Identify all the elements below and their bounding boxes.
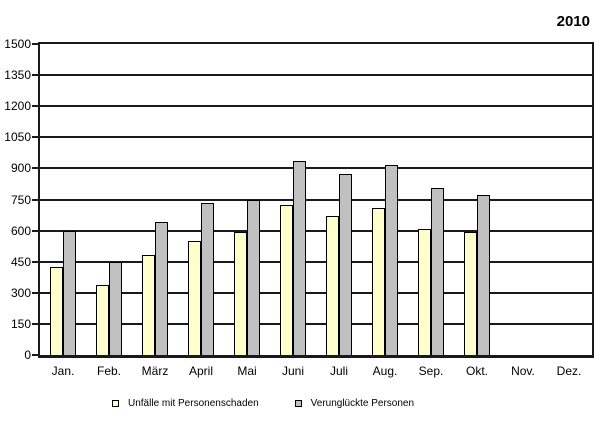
gridline [40,291,592,294]
legend: Unfälle mit Personenschaden Verunglückte… [112,398,414,409]
y-axis-tick [32,322,39,325]
gridline [40,260,592,263]
bar-unfaelle-april [188,240,201,355]
legend-marker-unfaelle-icon [112,400,119,407]
chart-title: 2010 [556,13,590,30]
y-axis-tick-label: 750 [10,192,31,207]
bar-verunglueckte-april [201,202,214,355]
bar-unfaelle-okt [464,231,477,355]
legend-marker-verunglueckte-icon [294,400,302,407]
legend-item-verunglueckte: Verunglückte Personen [294,398,415,409]
y-axis-tick-label: 600 [10,223,31,238]
x-axis-label: Mai [237,364,257,378]
y-axis-tick-label: 1200 [4,99,31,114]
y-axis-tick [32,229,39,232]
gridline [40,167,592,170]
bar-unfaelle-mai [234,231,247,355]
x-axis-label: Jan. [51,364,75,378]
x-axis-label: Dez. [556,364,582,378]
bar-verunglueckte-jan [63,230,76,355]
y-axis-tick-label: 1050 [4,130,31,145]
gridline [40,105,592,108]
bar-verunglueckte-feb [109,261,122,355]
y-axis-tick [32,260,39,263]
bar-unfaelle-juni [280,204,293,355]
x-axis-label: Sep. [418,364,444,378]
x-axis-label: Juni [281,364,304,378]
y-axis-tick [32,167,39,170]
gridline [40,322,592,325]
y-axis-tick-label: 300 [10,285,31,300]
bar-unfaelle-juli [326,216,339,355]
x-axis-label: Juli [329,364,348,378]
plot-area [38,42,594,358]
gridline [40,136,592,139]
bar-verunglueckte-aug [385,165,398,355]
x-axis-label: April [188,364,213,378]
bar-unfaelle-jan [50,266,63,355]
legend-label-verunglueckte: Verunglückte Personen [310,398,415,409]
legend-item-unfaelle: Unfälle mit Personenschaden [112,398,259,409]
y-axis-tick [32,354,39,356]
bar-unfaelle-aug [372,207,385,355]
bar-verunglueckte-märz [155,222,168,355]
gridline [40,198,592,201]
legend-label-unfaelle: Unfälle mit Personenschaden [128,398,259,409]
bar-unfaelle-sep [418,228,431,355]
y-axis-tick [32,105,39,108]
y-axis-tick-label: 450 [10,254,31,269]
y-axis-tick [32,136,39,139]
bar-verunglueckte-mai [247,199,260,355]
y-axis-tick-label: 1350 [4,68,31,83]
x-axis-label: Aug. [372,364,398,378]
bar-unfaelle-feb [96,284,109,355]
y-axis-tick-label: 150 [10,316,31,331]
y-axis-tick [32,43,39,45]
x-axis-label: Feb. [96,364,121,378]
bar-verunglueckte-okt [477,195,490,355]
x-axis-label: März [141,364,169,378]
bar-unfaelle-märz [142,255,155,355]
y-axis-tick-label: 0 [24,348,31,362]
bar-verunglueckte-sep [431,188,444,355]
bar-verunglueckte-juni [293,161,306,355]
y-axis-tick-label: 900 [10,161,31,176]
y-axis-tick-label: 1500 [4,37,31,51]
gridline [40,74,592,77]
y-axis-tick [32,291,39,294]
x-axis-label: Okt. [465,364,488,378]
y-axis-tick [32,198,39,201]
y-axis-tick [32,74,39,77]
bar-verunglueckte-juli [339,173,352,355]
gridline [40,229,592,232]
x-axis-label: Nov. [511,364,535,378]
